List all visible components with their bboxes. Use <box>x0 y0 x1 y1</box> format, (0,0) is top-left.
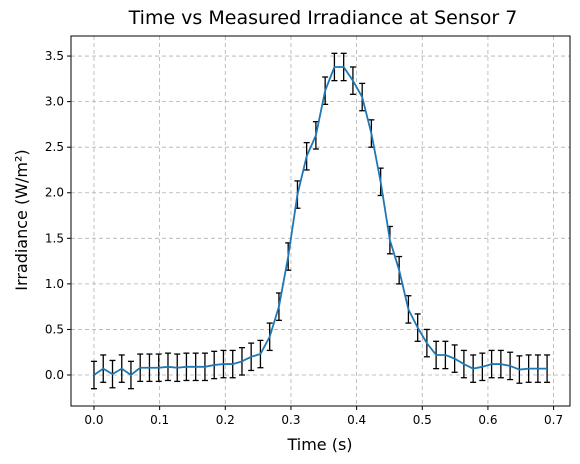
x-axis-label: Time (s) <box>286 435 352 454</box>
y-tick-label: 2.5 <box>45 140 64 154</box>
grid <box>71 36 570 406</box>
y-tick-label: 3.0 <box>45 95 64 109</box>
y-tick-label: 0.5 <box>45 322 64 336</box>
x-axis: 0.0 0.1 0.2 0.3 0.4 0.5 0.6 0.7 <box>84 406 563 427</box>
x-tick-label: 0.4 <box>347 413 366 427</box>
series-group <box>93 66 548 376</box>
x-tick-label: 0.5 <box>413 413 432 427</box>
y-tick-label: 3.5 <box>45 49 64 63</box>
y-axis-label: Irradiance (W/m²) <box>12 149 31 290</box>
x-tick-label: 0.0 <box>84 413 103 427</box>
x-tick-label: 0.6 <box>478 413 497 427</box>
x-tick-label: 0.1 <box>150 413 169 427</box>
y-axis: 0.0 0.5 1.0 1.5 2.0 2.5 3.0 3.5 <box>45 49 71 382</box>
plot-frame <box>70 35 571 407</box>
x-tick-label: 0.7 <box>544 413 563 427</box>
chart-title: Time vs Measured Irradiance at Sensor 7 <box>128 7 518 29</box>
x-tick-label: 0.2 <box>216 413 235 427</box>
x-tick-label: 0.3 <box>281 413 300 427</box>
series-line <box>93 66 548 376</box>
y-tick-label: 1.0 <box>45 277 64 291</box>
y-tick-label: 2.0 <box>45 186 64 200</box>
y-tick-label: 1.5 <box>45 231 64 245</box>
y-tick-label: 0.0 <box>45 368 64 382</box>
